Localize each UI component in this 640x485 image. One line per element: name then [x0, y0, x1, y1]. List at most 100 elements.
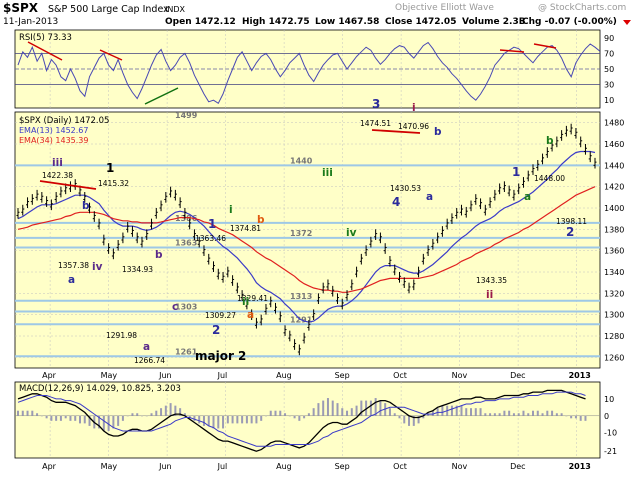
price-annotation: 1329.41 [237, 294, 268, 303]
x-tick-label: Sep [335, 371, 350, 380]
macd-histogram-bar [17, 410, 19, 416]
macd-histogram-bar [369, 400, 372, 416]
macd-histogram-bar [303, 415, 306, 419]
macd-line [17, 389, 586, 452]
support-level-label: 1386 [175, 214, 198, 223]
x-tick-label: Oct [393, 462, 407, 471]
macd-histogram-bar [489, 413, 492, 416]
macd-histogram-bar [140, 415, 143, 417]
support-level-label: 1440 [290, 156, 313, 165]
macd-histogram-bar [479, 408, 482, 416]
macd-histogram-bar [284, 413, 287, 416]
macd-histogram-bar [183, 413, 186, 416]
macd-histogram-bar [417, 415, 420, 424]
macd-histogram-bar [78, 415, 81, 424]
price-annotation: 1422.38 [42, 171, 73, 180]
macd-histogram-bar [532, 410, 535, 416]
price-annotation: 1363.46 [195, 234, 226, 243]
macd-histogram-bar [212, 415, 215, 429]
support-level-label: 1372 [290, 229, 312, 238]
macd-histogram-bar [40, 415, 43, 417]
y-tick-label: 70 [604, 49, 614, 58]
macd-histogram-bar [126, 415, 129, 417]
macd-histogram-bar [398, 415, 401, 419]
y-tick-label: 1340 [604, 268, 624, 277]
macd-histogram-bar [274, 410, 277, 416]
macd-histogram-bar [312, 408, 315, 416]
macd-histogram-bar [498, 413, 501, 416]
macd-histogram-bar [379, 400, 382, 416]
y-tick-label: 1400 [604, 204, 624, 213]
wave-label: 1 [208, 217, 216, 231]
macd-histogram-bar [59, 415, 62, 421]
rsi-trendline [27, 41, 63, 61]
x-tick-label: Dec [510, 371, 525, 380]
ema-line [17, 186, 596, 293]
macd-histogram-bar [584, 415, 587, 421]
macd-histogram-bar [174, 405, 177, 416]
wave-label: 4 [392, 195, 400, 209]
y-tick-label: 1420 [604, 183, 624, 192]
wave-label: iv [346, 227, 357, 239]
wave-label: i [229, 204, 233, 216]
macd-histogram-bar [350, 408, 353, 416]
price-panel: 1480 1460 1440 1420 1400 1380 1360 1340 1320 1300… [14, 97, 624, 369]
x-tick-label: May [101, 371, 118, 380]
ema-line [17, 150, 596, 323]
macd-histogram-bar [536, 410, 539, 416]
wave-label: b [546, 135, 554, 147]
price-annotation: 1266.74 [134, 356, 165, 365]
wave-label: b [155, 249, 163, 261]
macd-histogram-bar [441, 405, 444, 416]
index-name: S&P 500 Large Cap Index [48, 4, 169, 15]
quote-high: High 1472.75 [242, 17, 310, 27]
macd-histogram-bar [193, 415, 196, 421]
macd-histogram-bar [455, 405, 458, 416]
price-annotation: 1398.11 [556, 217, 587, 226]
macd-histogram-bar [565, 415, 568, 417]
quote-close: Close 1472.05 [385, 17, 456, 27]
macd-panel: 10 0 -10 -21 MACD(12,26,9) 14.029, 10.825, 3… [14, 381, 617, 459]
price-annotation: 1343.35 [476, 276, 507, 285]
price-annotation: 1474.51 [360, 119, 391, 128]
macd-histogram-bar [269, 410, 272, 416]
symbol: $SPX [3, 1, 39, 15]
rsi-trendline [533, 43, 557, 49]
macd-histogram-bar [341, 408, 344, 416]
macd-legend: MACD(12,26,9) 14.029, 10.825, 3.203 [19, 384, 181, 394]
rsi-line [17, 41, 601, 105]
wave-label: iii [52, 157, 63, 169]
panel-frame [14, 111, 601, 369]
wave-label: a [68, 274, 75, 286]
x-tick-label: Aug [276, 371, 292, 380]
macd-histogram-bar [512, 413, 515, 416]
macd-histogram-bar [264, 415, 267, 417]
wave-label: b [82, 200, 90, 212]
brand: Objective Elliott Wave [395, 3, 494, 13]
macd-histogram-bar [279, 410, 282, 416]
x-tick-label: 2013 [569, 371, 591, 380]
macd-histogram-bar [179, 408, 182, 416]
price-annotation: 1470.96 [398, 122, 429, 131]
macd-histogram-bar [250, 415, 253, 424]
macd-histogram-bar [50, 415, 53, 421]
y-tick-label: 30 [604, 81, 614, 90]
wave-label: major 2 [195, 349, 246, 363]
macd-histogram-bar [431, 410, 434, 416]
y-tick-label: 90 [604, 34, 614, 43]
macd-histogram-bar [241, 415, 244, 424]
wave-label: 2 [212, 323, 220, 337]
y-tick-label: 10 [604, 395, 614, 404]
rsi-legend: RSI(5) 73.33 [19, 33, 72, 43]
macd-histogram-bar [508, 410, 511, 416]
macd-histogram-bar [69, 415, 72, 421]
macd-histogram-bar [422, 415, 425, 419]
x-tick-label: Oct [393, 371, 407, 380]
macd-histogram-bar [393, 413, 396, 416]
macd-histogram-bar [365, 400, 368, 416]
macd-histogram-bar [293, 415, 296, 419]
macd-histogram-bar [560, 413, 563, 416]
macd-histogram-bar [403, 415, 406, 424]
x-tick-label: Nov [452, 462, 468, 471]
macd-histogram-bar [255, 415, 258, 424]
